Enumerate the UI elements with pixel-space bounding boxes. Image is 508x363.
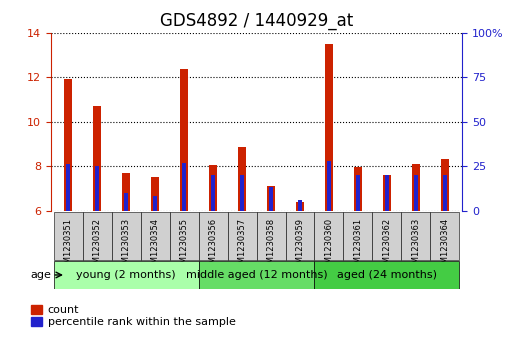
Text: GSM1230362: GSM1230362	[383, 218, 392, 274]
Text: young (2 months): young (2 months)	[76, 270, 176, 280]
Text: aged (24 months): aged (24 months)	[337, 270, 437, 280]
Bar	[124, 193, 128, 211]
Bar	[211, 175, 215, 211]
Text: GSM1230354: GSM1230354	[150, 218, 160, 274]
Bar	[414, 175, 418, 211]
Bar	[356, 175, 360, 211]
Bar	[383, 175, 391, 211]
FancyBboxPatch shape	[314, 261, 459, 289]
Bar	[441, 159, 449, 211]
Bar	[209, 165, 217, 211]
Bar	[296, 201, 304, 211]
Bar	[412, 164, 420, 211]
FancyBboxPatch shape	[401, 212, 430, 260]
Title: GDS4892 / 1440929_at: GDS4892 / 1440929_at	[160, 12, 353, 30]
Bar	[151, 177, 159, 211]
Bar	[93, 106, 101, 211]
Bar	[267, 186, 275, 211]
Bar	[327, 161, 331, 211]
Bar	[240, 175, 244, 211]
Bar	[64, 79, 72, 211]
Text: GSM1230359: GSM1230359	[296, 218, 304, 274]
Bar	[325, 44, 333, 211]
Bar	[238, 147, 246, 211]
FancyBboxPatch shape	[343, 212, 372, 260]
Bar	[269, 187, 273, 211]
Bar	[67, 164, 70, 211]
Bar	[96, 166, 99, 211]
Text: GSM1230351: GSM1230351	[64, 218, 73, 274]
FancyBboxPatch shape	[430, 212, 459, 260]
FancyBboxPatch shape	[257, 212, 285, 260]
Bar	[298, 200, 302, 211]
Text: GSM1230353: GSM1230353	[121, 218, 131, 274]
Bar	[443, 175, 447, 211]
Bar	[385, 175, 389, 211]
FancyBboxPatch shape	[372, 212, 401, 260]
Text: GSM1230356: GSM1230356	[209, 218, 217, 274]
Bar	[180, 69, 188, 211]
Text: GSM1230361: GSM1230361	[354, 218, 363, 274]
FancyBboxPatch shape	[199, 212, 228, 260]
FancyBboxPatch shape	[170, 212, 199, 260]
Legend: count, percentile rank within the sample: count, percentile rank within the sample	[31, 305, 236, 327]
Text: GSM1230360: GSM1230360	[325, 218, 333, 274]
Text: GSM1230363: GSM1230363	[411, 218, 421, 274]
Text: GSM1230364: GSM1230364	[440, 218, 450, 274]
Bar	[182, 163, 186, 211]
FancyBboxPatch shape	[199, 261, 314, 289]
Text: age: age	[30, 270, 51, 280]
Bar	[153, 196, 157, 211]
FancyBboxPatch shape	[54, 261, 199, 289]
FancyBboxPatch shape	[54, 212, 83, 260]
Text: GSM1230355: GSM1230355	[180, 218, 188, 274]
Text: GSM1230352: GSM1230352	[92, 218, 102, 274]
FancyBboxPatch shape	[285, 212, 314, 260]
Text: GSM1230357: GSM1230357	[238, 218, 246, 274]
Text: GSM1230358: GSM1230358	[267, 218, 275, 274]
FancyBboxPatch shape	[228, 212, 257, 260]
FancyBboxPatch shape	[141, 212, 170, 260]
Bar	[354, 167, 362, 211]
FancyBboxPatch shape	[112, 212, 141, 260]
Text: middle aged (12 months): middle aged (12 months)	[186, 270, 327, 280]
FancyBboxPatch shape	[314, 212, 343, 260]
Bar	[122, 173, 130, 211]
FancyBboxPatch shape	[83, 212, 112, 260]
